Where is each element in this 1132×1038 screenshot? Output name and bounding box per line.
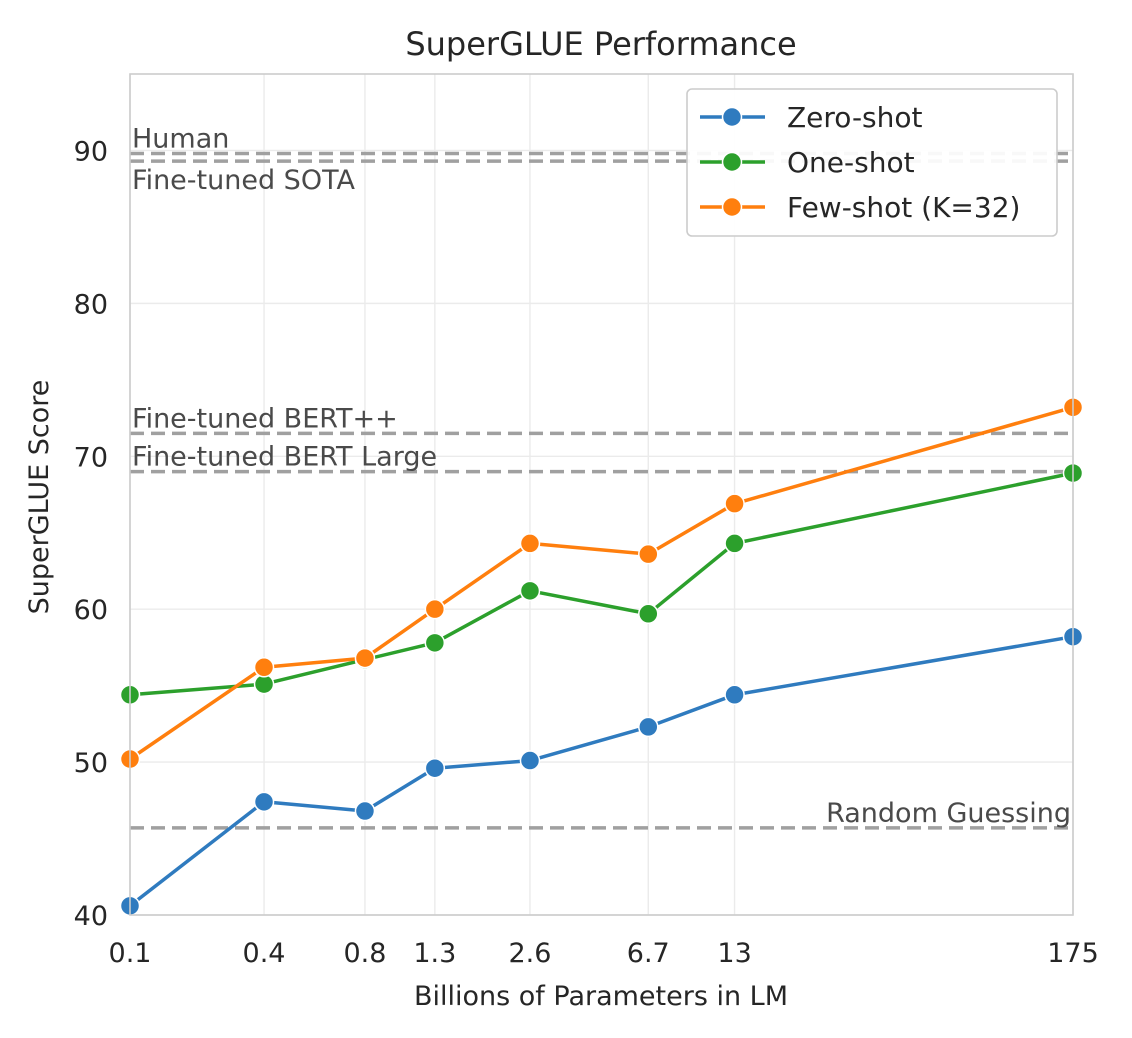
- reference-line-label: Human: [132, 124, 229, 155]
- x-tick-label: 0.8: [343, 938, 386, 969]
- x-tick-label: 2.6: [509, 938, 552, 969]
- reference-lines: Human Fine-tuned SOTA Fine-tuned BERT++ Fin…: [130, 124, 1073, 830]
- legend-marker: [721, 151, 743, 173]
- data-point: [424, 598, 446, 620]
- reference-line-label: Fine-tuned BERT++: [132, 403, 398, 434]
- data-point: [354, 800, 376, 822]
- y-axis-ticks: 40 50 60 70 80 90: [74, 136, 108, 932]
- y-tick-label: 90: [74, 136, 108, 167]
- data-point: [354, 647, 376, 669]
- data-point: [724, 533, 745, 554]
- y-tick-label: 80: [74, 289, 108, 320]
- series-line: [129, 471, 1074, 697]
- reference-line-label: Fine-tuned SOTA: [132, 165, 355, 196]
- legend-marker: [721, 196, 743, 218]
- data-point: [519, 580, 541, 602]
- y-tick-label: 50: [74, 748, 108, 779]
- y-axis-title: SuperGLUE Score: [24, 380, 55, 615]
- reference-line-label: Fine-tuned BERT Large: [132, 442, 437, 473]
- y-tick-label: 40: [74, 901, 108, 932]
- x-tick-label: 6.7: [627, 938, 670, 969]
- data-point: [519, 533, 541, 554]
- legend-box: [686, 88, 1058, 237]
- legend-entry: One-shot: [787, 146, 915, 179]
- data-point: [424, 757, 446, 779]
- x-tick-label: 0.1: [109, 938, 152, 969]
- data-point: [724, 684, 745, 706]
- y-tick-label: 70: [74, 442, 108, 473]
- reference-line-label: Random Guessing: [826, 798, 1071, 829]
- data-point: [724, 493, 745, 514]
- series-line: [129, 405, 1074, 761]
- series-group: [119, 397, 1084, 917]
- x-axis-ticks: 0.1 0.4 0.8 1.3 2.6 6.7 13 175: [109, 938, 1099, 969]
- series-line: [128, 634, 1074, 908]
- data-point: [253, 791, 275, 813]
- series: [119, 397, 1084, 770]
- data-point: [638, 716, 659, 738]
- legend-entry: Few-shot (K=32): [787, 191, 1020, 224]
- data-point: [638, 543, 659, 565]
- x-tick-label: 0.4: [243, 938, 286, 969]
- x-tick-label: 175: [1047, 938, 1099, 969]
- x-tick-label: 1.3: [413, 938, 456, 969]
- legend: Zero-shot One-shot Few-shot (K=32): [686, 88, 1058, 237]
- data-point: [424, 632, 446, 654]
- data-point: [253, 657, 275, 678]
- plot-frame: [129, 73, 1074, 916]
- legend-entry: Zero-shot: [787, 101, 923, 134]
- chart-title: SuperGLUE Performance: [405, 25, 796, 63]
- data-point: [638, 603, 659, 625]
- x-tick-label: 13: [717, 938, 751, 969]
- x-axis-title: Billions of Parameters in LM: [414, 981, 788, 1012]
- legend-marker: [721, 106, 743, 128]
- y-tick-label: 60: [74, 595, 108, 626]
- data-point: [519, 750, 541, 771]
